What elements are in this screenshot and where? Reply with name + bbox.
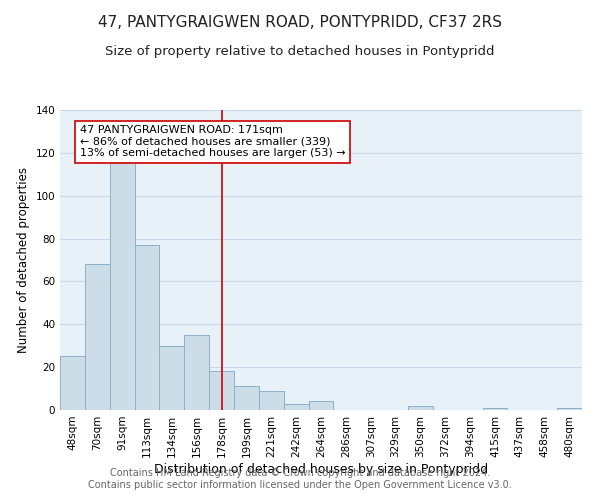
Bar bbox=[85, 264, 110, 410]
Bar bbox=[134, 245, 160, 410]
Text: 47 PANTYGRAIGWEN ROAD: 171sqm
← 86% of detached houses are smaller (339)
13% of : 47 PANTYGRAIGWEN ROAD: 171sqm ← 86% of d… bbox=[80, 125, 346, 158]
Bar bbox=[482, 408, 508, 410]
Text: Contains HM Land Registry data © Crown copyright and database right 2024.
Contai: Contains HM Land Registry data © Crown c… bbox=[88, 468, 512, 490]
Bar bbox=[557, 408, 582, 410]
Bar bbox=[234, 386, 259, 410]
Bar bbox=[184, 335, 209, 410]
Bar bbox=[209, 372, 234, 410]
Bar bbox=[160, 346, 184, 410]
Text: Size of property relative to detached houses in Pontypridd: Size of property relative to detached ho… bbox=[105, 45, 495, 58]
Bar bbox=[408, 406, 433, 410]
Y-axis label: Number of detached properties: Number of detached properties bbox=[17, 167, 30, 353]
X-axis label: Distribution of detached houses by size in Pontypridd: Distribution of detached houses by size … bbox=[154, 462, 488, 475]
Bar bbox=[60, 356, 85, 410]
Bar bbox=[284, 404, 308, 410]
Bar bbox=[110, 157, 134, 410]
Text: 47, PANTYGRAIGWEN ROAD, PONTYPRIDD, CF37 2RS: 47, PANTYGRAIGWEN ROAD, PONTYPRIDD, CF37… bbox=[98, 15, 502, 30]
Bar bbox=[259, 390, 284, 410]
Bar bbox=[308, 402, 334, 410]
